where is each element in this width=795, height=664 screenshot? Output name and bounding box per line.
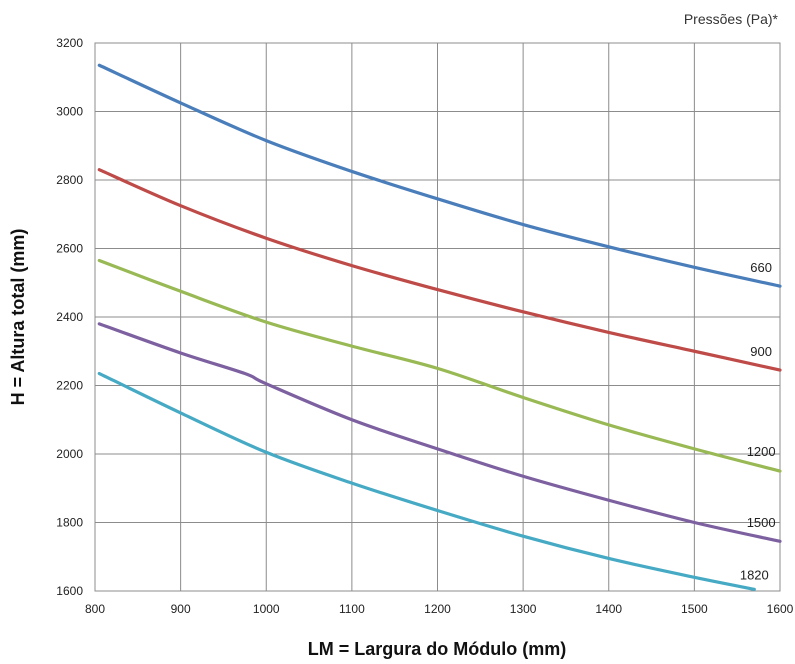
series-line-660 xyxy=(97,63,782,288)
y-tick-label: 2400 xyxy=(56,310,83,324)
series-label-1500: 1500 xyxy=(747,515,776,530)
plot-frame xyxy=(94,42,781,592)
x-axis-title: LM = Largura do Módulo (mm) xyxy=(308,639,567,659)
x-tick-label: 1200 xyxy=(424,602,451,616)
x-tick-label: 900 xyxy=(171,602,191,616)
x-tick-label: 800 xyxy=(85,602,105,616)
y-tick-label: 3200 xyxy=(56,36,83,50)
series-group xyxy=(97,63,782,591)
y-tick-label: 2800 xyxy=(56,173,83,187)
y-axis-ticks: 1600 1800 2000 2200 2400 2600 2800 3000 3200 xyxy=(56,36,83,598)
series-line-900 xyxy=(97,168,782,372)
y-tick-label: 1600 xyxy=(56,584,83,598)
y-tick-label: 2600 xyxy=(56,242,83,256)
series-line-1200 xyxy=(97,258,782,473)
x-tick-label: 1300 xyxy=(510,602,537,616)
x-axis-ticks: 800 900 1000 1100 1200 1300 1400 1500 1600 xyxy=(85,602,794,616)
series-label-1820: 1820 xyxy=(740,567,769,582)
grid xyxy=(94,42,781,592)
y-axis-title: H = Altura total (mm) xyxy=(8,229,28,406)
y-tick-label: 1800 xyxy=(56,516,83,530)
series-label-660: 660 xyxy=(750,260,772,275)
legend-title: Pressões (Pa)* xyxy=(684,11,779,27)
x-tick-label: 1400 xyxy=(595,602,622,616)
series-line-1500 xyxy=(97,322,782,543)
y-tick-label: 3000 xyxy=(56,105,83,119)
series-label-1200: 1200 xyxy=(747,444,776,459)
x-tick-label: 1600 xyxy=(767,602,794,616)
x-tick-label: 1500 xyxy=(681,602,708,616)
series-label-900: 900 xyxy=(750,344,772,359)
y-tick-label: 2000 xyxy=(56,447,83,461)
series-labels: 660 900 1200 1500 1820 xyxy=(740,260,776,582)
series-line-1820 xyxy=(97,371,756,591)
x-tick-label: 1000 xyxy=(253,602,280,616)
y-tick-label: 2200 xyxy=(56,379,83,393)
x-tick-label: 1100 xyxy=(339,602,365,616)
